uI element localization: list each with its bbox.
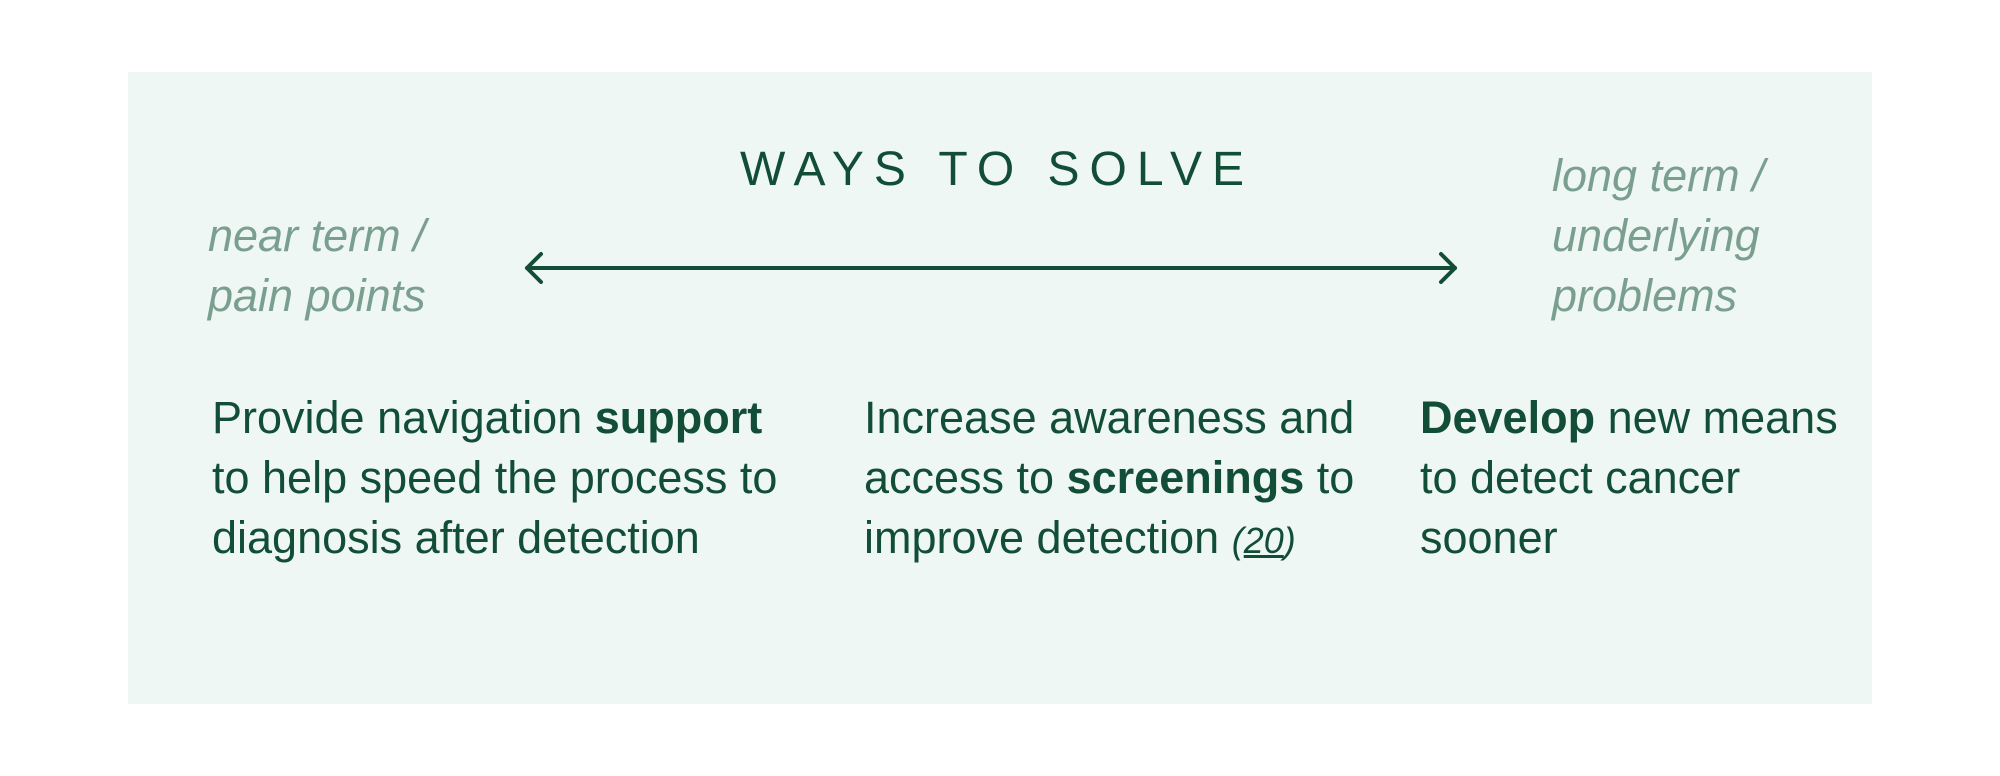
solution-keyword: Develop <box>1420 392 1596 443</box>
solution-text-post: to help speed the process to diagnosis a… <box>212 452 778 563</box>
solution-text-post: new means to detect cancer sooner <box>1420 392 1838 563</box>
solution-keyword: support <box>594 392 763 443</box>
near-term-label-line1: near term / <box>208 210 426 261</box>
page-title: WAYS TO SOLVE <box>128 142 1872 197</box>
long-term-label: long term / underlying problems <box>1552 146 1852 326</box>
solution-text-pre: Provide navigation <box>212 392 583 443</box>
near-term-label-line2: pain points <box>208 270 426 321</box>
heading-text: WAYS TO SOLVE <box>739 143 1255 196</box>
arrow-head-right <box>1439 252 1457 284</box>
double-headed-arrow-icon <box>525 252 1457 284</box>
solution-develop-detection: Develop new means to detect cancer soone… <box>1420 388 1840 568</box>
citation-link[interactable]: 20 <box>1243 520 1284 561</box>
solution-text-post: to improve detection <box>864 452 1355 563</box>
citation: (20) <box>1231 520 1296 561</box>
long-term-label-line3: problems <box>1552 270 1738 321</box>
ways-to-solve-panel: WAYS TO SOLVE near term / pain points lo… <box>128 72 1872 704</box>
near-term-label: near term / pain points <box>208 206 568 326</box>
solution-text-pre: Increase awareness and access to <box>864 392 1355 503</box>
solution-navigation-support: Provide navigation support to help speed… <box>212 388 812 568</box>
long-term-label-line1: long term / <box>1552 150 1765 201</box>
solution-keyword: screenings <box>1066 452 1305 503</box>
long-term-label-line2: underlying <box>1552 210 1760 261</box>
arrow-head-left <box>525 252 543 284</box>
solution-screenings: Increase awareness and access to screeni… <box>864 388 1424 571</box>
